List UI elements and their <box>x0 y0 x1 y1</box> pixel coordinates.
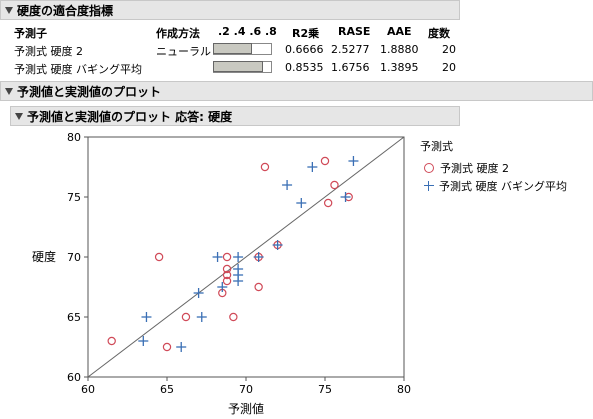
data-point-circle[interactable] <box>229 312 238 322</box>
y-tick-label: 70 <box>67 251 81 264</box>
y-tick-label: 80 <box>67 131 81 144</box>
disclosure-triangle-icon[interactable] <box>15 112 23 120</box>
data-point-circle[interactable] <box>181 312 191 322</box>
section-title: 予測値と実測値のプロット <box>17 84 162 99</box>
x-tick-label: 65 <box>160 383 174 396</box>
data-point-circle[interactable] <box>273 240 282 250</box>
data-point-plus[interactable] <box>272 240 283 250</box>
legend-item[interactable]: 予測式 硬度 2 <box>424 160 567 176</box>
section-title: 硬度の適合度指標 <box>17 3 114 18</box>
legend-item-label: 予測式 硬度 2 <box>440 162 509 175</box>
plus-marker-icon <box>424 181 434 191</box>
data-point-plus[interactable] <box>233 276 244 286</box>
y-tick-label: 65 <box>67 311 81 324</box>
col-header-r2: R2乗 <box>292 27 320 40</box>
data-point-plus[interactable] <box>340 192 351 202</box>
data-point-plus[interactable] <box>233 252 244 262</box>
disclosure-triangle-icon[interactable] <box>5 87 13 95</box>
row-r2: 0.8535 <box>285 61 324 74</box>
row-aae: 1.8880 <box>380 43 419 56</box>
col-header-aae: AAE <box>387 25 412 38</box>
plot-frame <box>87 136 405 378</box>
row-r2: 0.6666 <box>285 43 324 56</box>
col-header-scale: .2 .4 .6 .8 <box>218 25 277 38</box>
section-header-plot-response[interactable]: 予測値と実測値のプロット 応答: 硬度 <box>10 106 460 126</box>
data-point-circle[interactable] <box>222 264 232 274</box>
data-point-plus[interactable] <box>296 198 307 208</box>
data-point-circle[interactable] <box>222 270 232 280</box>
legend-item-label: 予測式 硬度 バギング平均 <box>439 180 567 193</box>
x-tick-label: 70 <box>239 383 253 396</box>
data-point-plus[interactable] <box>233 264 244 274</box>
col-header-rase: RASE <box>338 25 371 38</box>
data-point-plus[interactable] <box>233 270 244 280</box>
data-point-circle[interactable] <box>222 276 232 286</box>
legend-item[interactable]: 予測式 硬度 バギング平均 <box>424 178 567 194</box>
data-point-plus[interactable] <box>212 252 223 262</box>
data-point-circle[interactable] <box>260 162 270 172</box>
data-point-plus[interactable] <box>253 252 264 262</box>
row-rase: 2.5277 <box>331 43 370 56</box>
data-point-circle[interactable] <box>254 252 263 262</box>
data-point-circle[interactable] <box>323 198 333 208</box>
data-point-plus[interactable] <box>217 282 228 292</box>
disclosure-triangle-icon[interactable] <box>5 6 13 14</box>
data-point-circle[interactable] <box>222 252 232 262</box>
data-point-circle[interactable] <box>330 180 339 190</box>
x-tick-label: 60 <box>81 383 95 396</box>
col-header-predictor: 予測子 <box>14 27 47 40</box>
data-point-plus[interactable] <box>193 288 204 298</box>
data-point-circle[interactable] <box>154 252 164 262</box>
row-predictor: 予測式 硬度 2 <box>14 45 83 58</box>
col-header-freq: 度数 <box>428 27 450 40</box>
section-title: 予測値と実測値のプロット 応答: 硬度 <box>27 109 233 124</box>
row-method: ニューラル <box>156 45 211 58</box>
data-point-circle[interactable] <box>218 288 227 298</box>
row-aae: 1.3895 <box>380 61 419 74</box>
section-header-fit-measures[interactable]: 硬度の適合度指標 <box>0 0 460 20</box>
data-point-circle[interactable] <box>107 336 116 346</box>
data-point-plus[interactable] <box>141 312 152 322</box>
row-freq: 20 <box>442 43 456 56</box>
r2-bar <box>213 43 252 54</box>
data-point-circle[interactable] <box>320 156 330 166</box>
section-header-plot[interactable]: 予測値と実測値のプロット <box>0 81 593 101</box>
x-tick-label: 75 <box>318 383 332 396</box>
data-point-plus[interactable] <box>282 180 293 190</box>
data-point-circle[interactable] <box>344 192 353 202</box>
legend-title: 予測式 <box>420 140 453 153</box>
r2-bar <box>213 61 263 72</box>
data-point-circle[interactable] <box>162 342 172 352</box>
data-point-plus[interactable] <box>196 312 207 322</box>
data-point-circle[interactable] <box>254 282 263 292</box>
row-freq: 20 <box>442 61 456 74</box>
data-point-plus[interactable] <box>176 342 187 352</box>
data-point-plus[interactable] <box>348 156 359 166</box>
data-point-plus[interactable] <box>307 162 318 172</box>
legend: 予測式 予測式 硬度 2 予測式 硬度 バギング平均 <box>420 138 567 194</box>
reference-line <box>87 136 405 378</box>
y-axis-label: 硬度 <box>32 249 56 264</box>
y-tick-label: 60 <box>67 371 81 384</box>
x-axis-label: 予測値 <box>228 401 264 416</box>
x-tick-label: 80 <box>397 383 411 396</box>
circle-marker-icon <box>424 163 434 173</box>
data-point-plus[interactable] <box>138 336 149 346</box>
row-predictor: 予測式 硬度 バギング平均 <box>14 63 142 76</box>
col-header-method: 作成方法 <box>156 27 200 40</box>
y-tick-label: 75 <box>67 191 81 204</box>
row-rase: 1.6756 <box>331 61 370 74</box>
